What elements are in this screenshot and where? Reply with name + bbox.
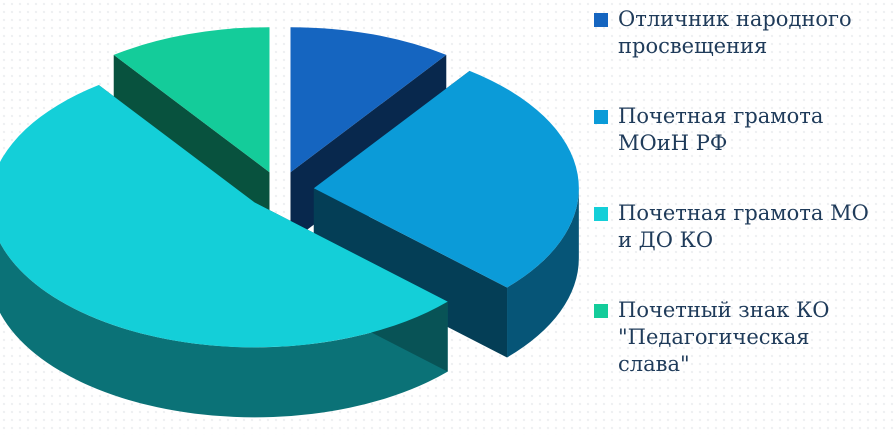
legend-label: Почетная грамота МО и ДО КО — [618, 201, 869, 252]
legend-item: Почетный знак КО "Педагогическая слава" — [594, 297, 890, 378]
legend-swatch-icon — [594, 110, 608, 124]
legend-item: Почетная грамота МОиН РФ — [594, 103, 890, 157]
pie-slice-top-1 — [290, 27, 447, 173]
legend-swatch-icon — [594, 207, 608, 221]
legend-label: Почетный знак КО "Педагогическая слава" — [618, 298, 830, 376]
pie-chart — [0, 27, 579, 418]
pie-slice-top-2 — [313, 70, 579, 288]
legend-label: Почетная грамота МОиН РФ — [618, 104, 824, 155]
legend-item: Почетная грамота МО и ДО КО — [594, 200, 890, 254]
slice-side-wall — [0, 242, 448, 418]
legend-swatch-icon — [594, 304, 608, 318]
pie-slice-top-4 — [113, 27, 270, 173]
legend-item: Отличник народного просвещения — [594, 6, 890, 60]
slice-cut-wall — [313, 188, 508, 358]
chart-legend: Отличник народного просвещения Почетная г… — [594, 6, 890, 421]
legend-swatch-icon — [594, 13, 608, 27]
pie-slice-top-3 — [0, 85, 448, 348]
legend-label: Отличник народного просвещения — [618, 7, 852, 58]
slice-side-wall — [507, 188, 579, 358]
